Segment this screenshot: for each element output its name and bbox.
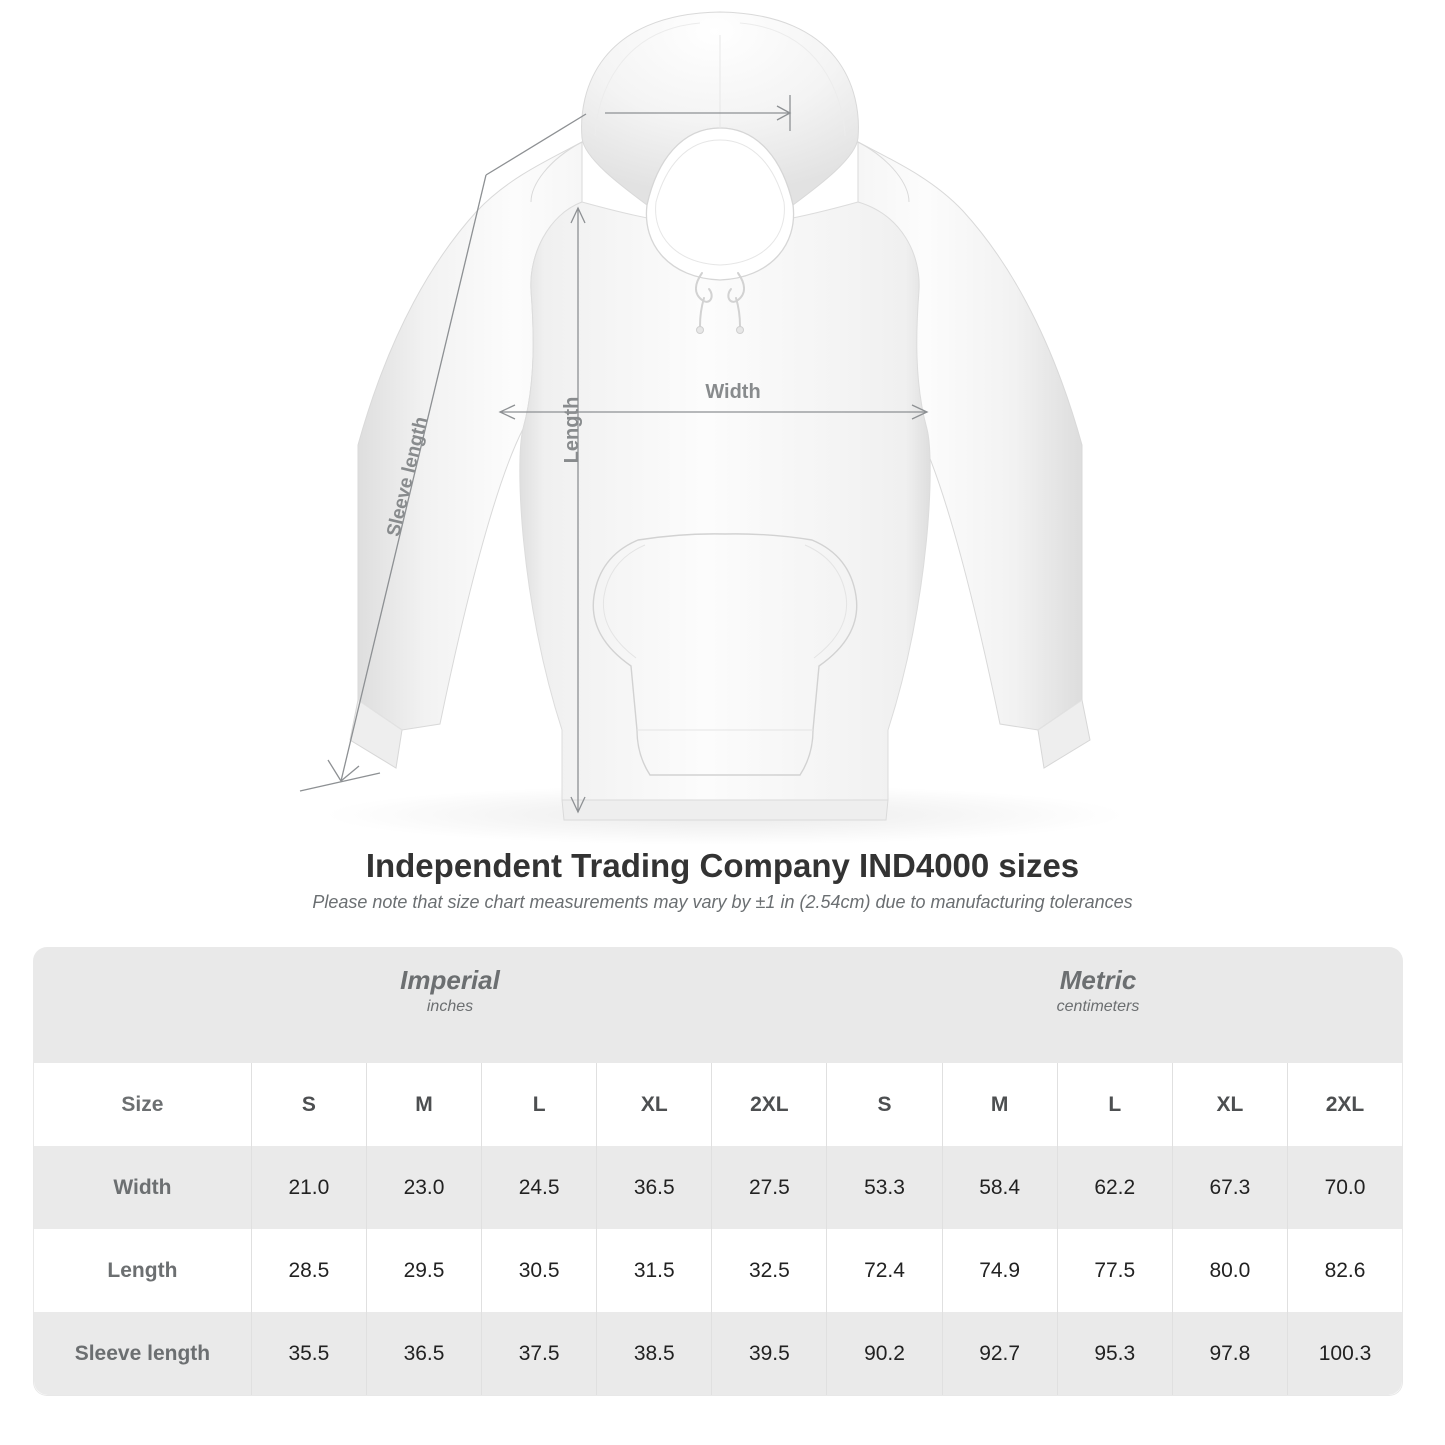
svg-text:Width: Width: [705, 381, 760, 403]
svg-text:Length: Length: [561, 397, 583, 464]
